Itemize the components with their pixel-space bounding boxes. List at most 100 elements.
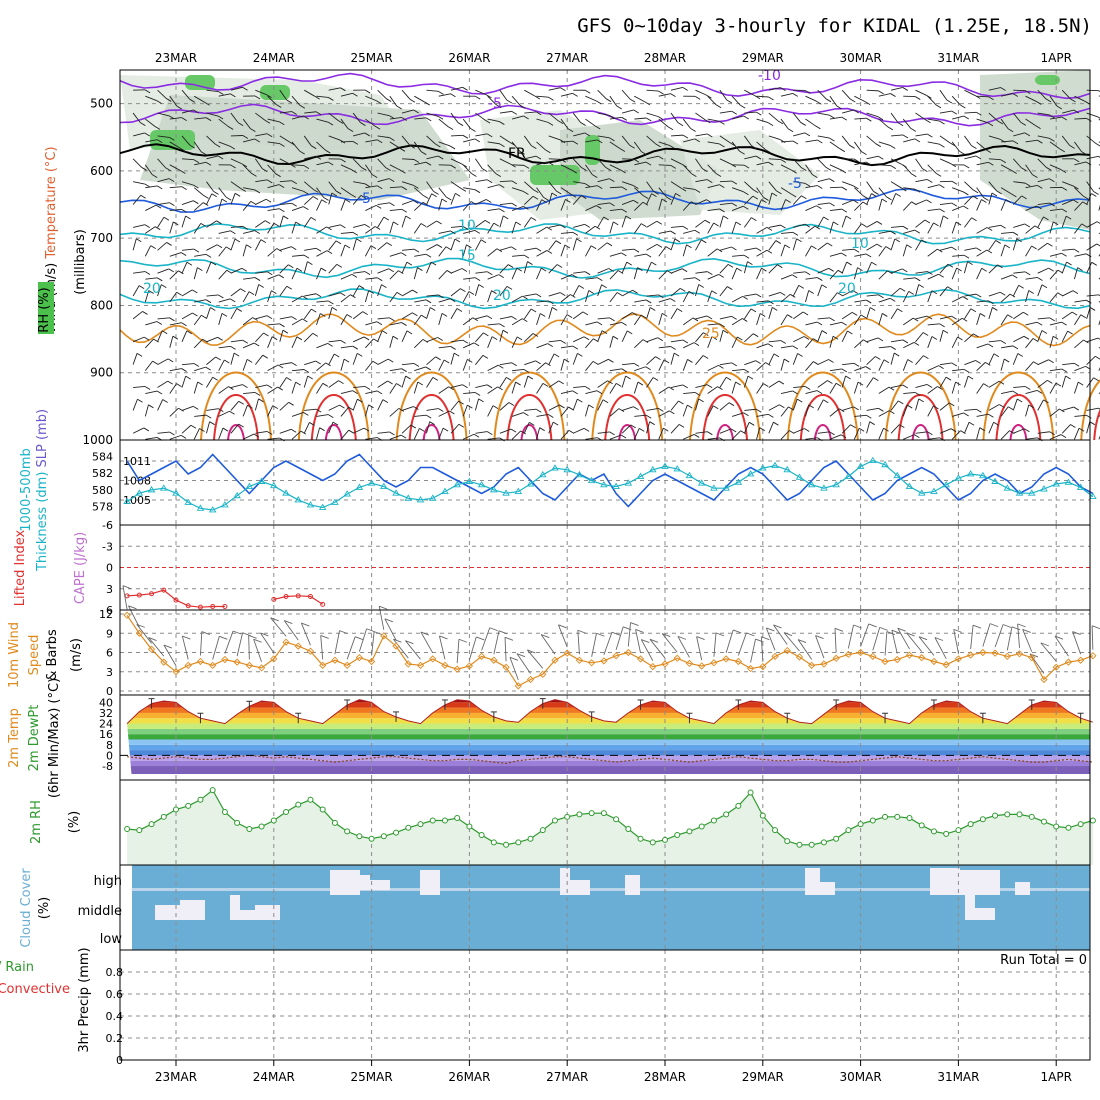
wind-barb-flag [279,121,285,126]
wind-barb [743,422,750,434]
wind-barb-10m [136,624,152,644]
wind-barb-flag [381,330,388,335]
wind-barb-flag [657,337,664,342]
wind-barb [829,292,838,303]
wind-barb [377,178,390,183]
wind-barb [585,277,598,280]
wind-barb-flag [877,337,884,342]
wind-barb-flag [577,353,583,357]
wind-barb [609,186,622,189]
wind-barb [340,199,346,211]
wind-barb-flag [731,315,737,320]
wind-barb [352,195,362,205]
wind-barb-10m [468,636,477,661]
wind-barb [548,192,553,205]
wind-barb-flag [250,128,256,132]
wind-barb [560,231,573,234]
wind-barb [512,369,525,372]
wind-barb-flag [973,333,979,338]
wind-speed-point [698,662,706,670]
wind-barb [206,181,214,192]
wind-barb [401,261,408,274]
wind-barb [328,181,337,192]
precip-ylabel-2: Convective [0,982,70,997]
wind-barb [756,268,762,280]
wind-barb [1062,248,1075,251]
wind-barb-flag [363,427,370,432]
wind-barb-10m-flag [662,633,671,637]
wind-barb [792,195,802,205]
wind-barb-flag [861,151,867,156]
wind-barb-flag [419,428,425,432]
wind-barb [1013,181,1026,184]
wind-barb-flag [398,408,404,412]
wind-barb [475,384,488,388]
wind-barb [218,141,231,147]
wind-barb-flag [186,330,193,335]
wind-barb [976,249,988,257]
wind-barb [780,118,789,130]
wind-barb [524,181,534,190]
wind-barb-10m-flag [320,634,329,639]
top-date-label: 28MAR [644,51,686,65]
wind-barb-flag [396,383,402,387]
wind-barb [964,308,972,320]
wind-barb-flag [327,343,333,347]
wind-barb-flag [968,421,975,426]
wind-barb [157,284,162,297]
wind-barb [254,158,263,169]
wind-barb-flag [278,184,285,188]
wind-barb [389,368,402,372]
wind-barb-flag [1023,335,1030,340]
wind-barb-flag [893,352,900,357]
wind-barb-flag [406,261,413,266]
wind-barb [719,264,729,274]
wind-barb-flag [484,119,491,124]
wind-barb [463,277,476,280]
dewpoint-line [127,754,1093,765]
wind-barb-flag [645,366,651,371]
wind-barb [829,408,840,417]
wind-barb [291,318,303,326]
wind-barb-flag [629,144,635,149]
cape-ylabel-part: Lifted Index [13,529,28,606]
wind-barb-10m [1040,642,1057,662]
wind-barb [328,353,335,365]
wind-speed-point [734,657,742,666]
wind-barb-flag [1043,216,1049,221]
wind-barb [255,133,268,137]
wind-barb-flag [865,161,872,166]
wind-barb-flag [592,174,598,179]
wind-barb-flag [291,246,297,251]
wind-barb-flag [1065,375,1071,380]
wind-barb [548,340,561,343]
wind-barb [915,219,926,228]
wind-barb [878,346,891,349]
wind-barb-10m-flag [182,635,191,640]
wind-barb [1061,261,1068,274]
rh-point [564,813,571,820]
wind-barb-flag [181,368,187,372]
thickness-point [355,483,364,490]
wind-barb [230,112,239,123]
wind-barb [1074,299,1087,303]
wind-barb [499,428,512,434]
wind-barb-flag [821,284,828,289]
temp-tick-label: 0 [106,749,113,762]
wind-barb-flag [193,159,200,164]
wind-barb-flag [910,128,917,132]
wind-barb [927,141,940,145]
wind-barb [389,164,401,171]
wind-barb-flag [290,428,297,433]
wind-barb [1074,161,1087,166]
wind-barb-flag [963,254,970,259]
wind-barb-flag [756,408,762,413]
wind-barb-flag [325,362,331,367]
wind-barb [866,421,871,434]
wind-barb-flag [768,300,774,305]
wind-barb-flag [1052,335,1059,340]
wind-barb-flag [291,202,297,207]
wind-barb-flag [511,316,517,320]
wind-barb [854,141,862,152]
wind-barb-flag [230,230,236,235]
